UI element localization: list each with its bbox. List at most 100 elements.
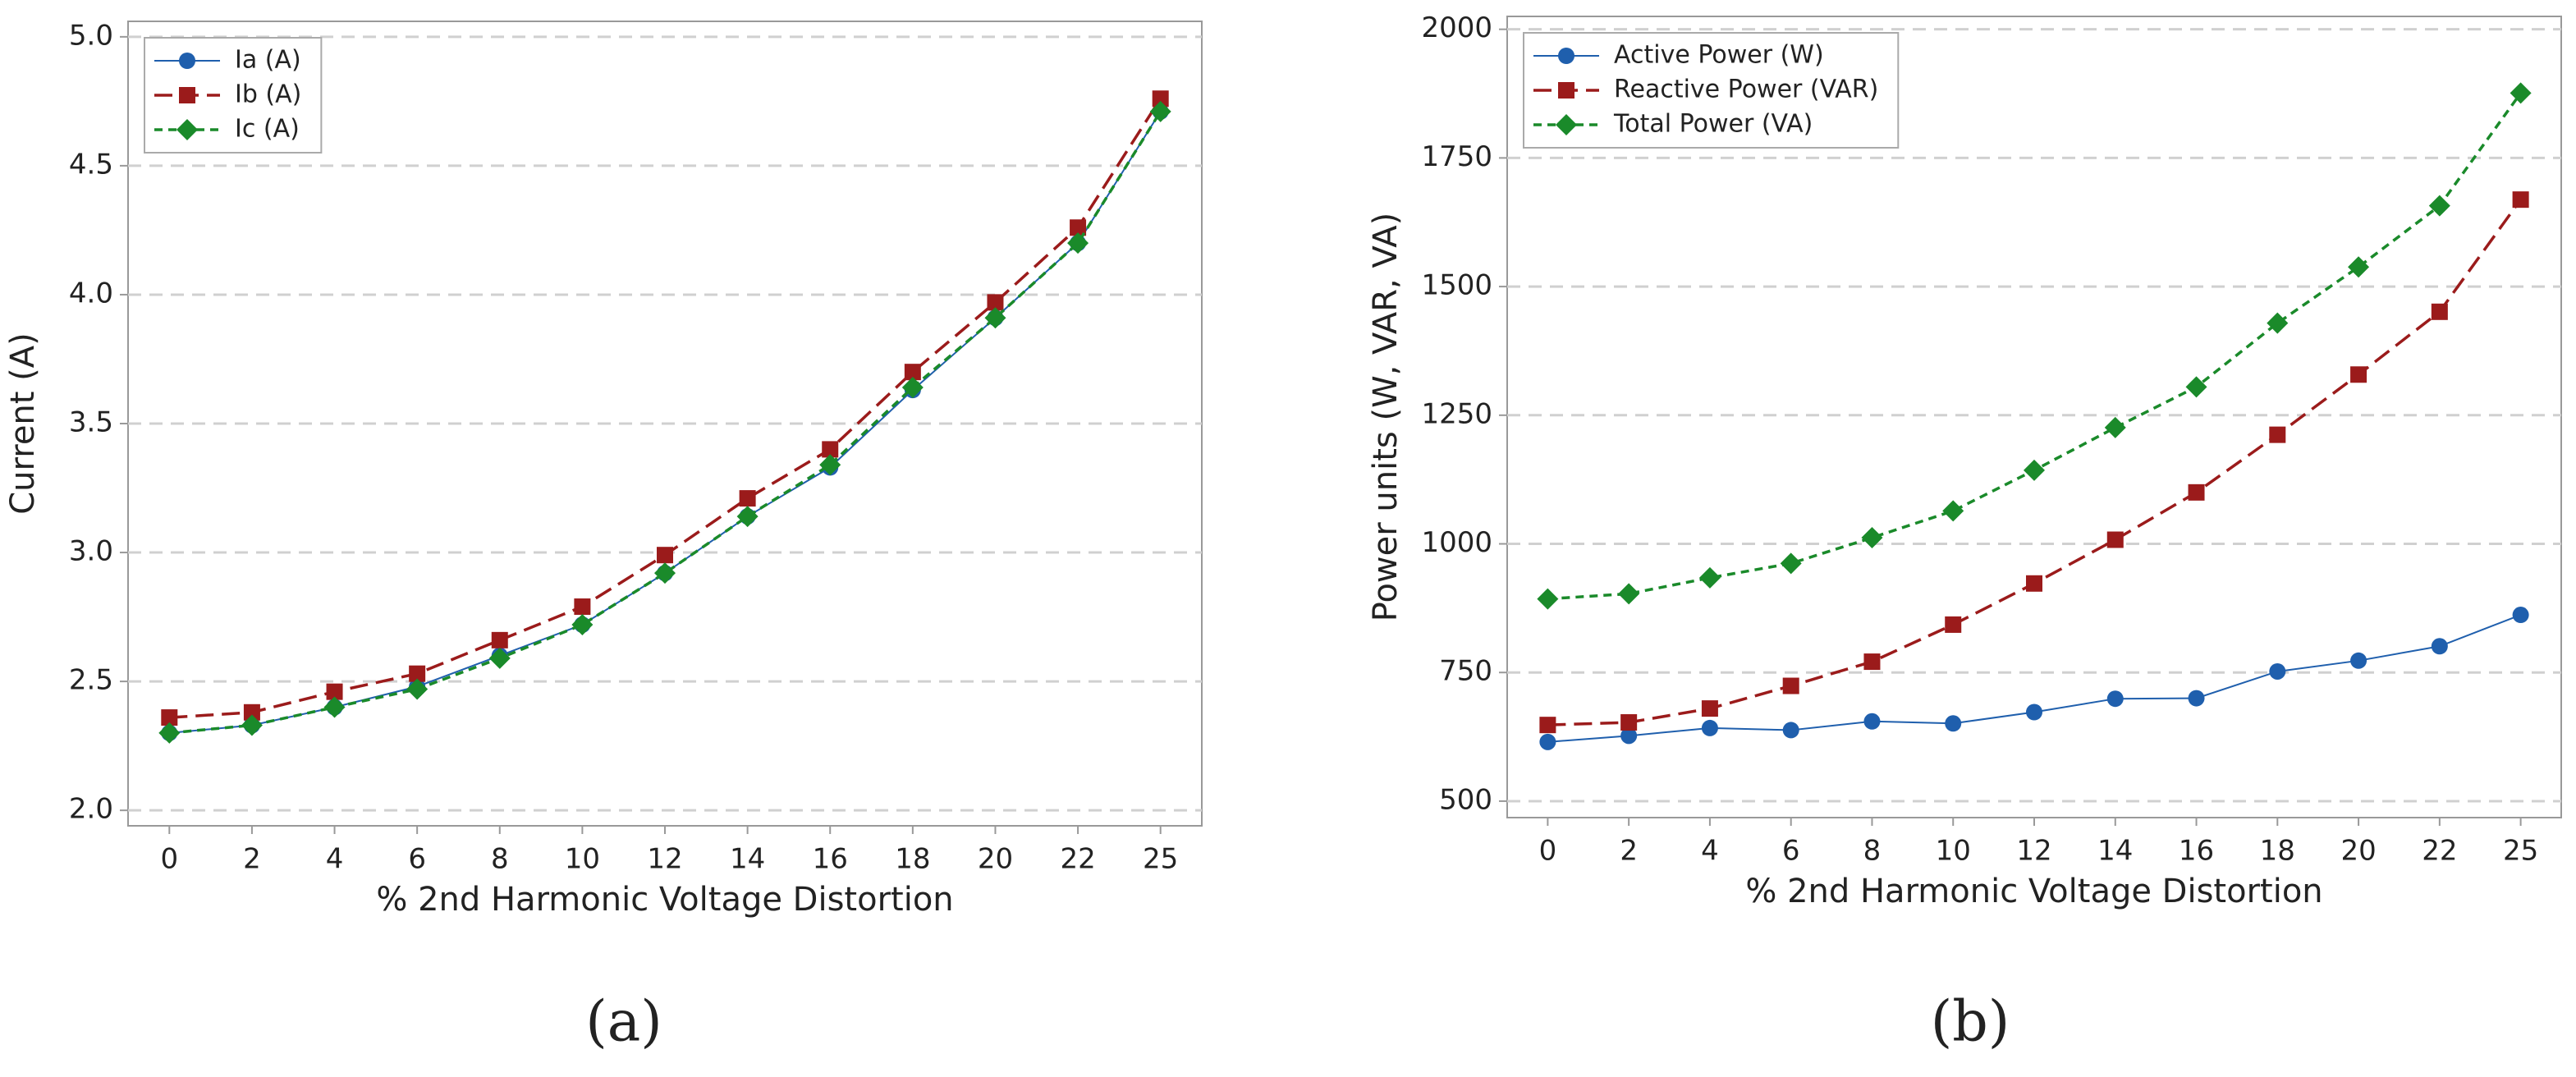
chart: 500 750 1000 1250 1500 1750 2000 0 2 4 6 8 10 12 14 16 1… (1367, 11, 2562, 1055)
marker (1861, 526, 1883, 548)
legend-label: Active Power (W) (1614, 41, 1824, 70)
marker (2512, 607, 2529, 624)
x-tick-label: 8 (1863, 835, 1882, 868)
y-tick-label: 1750 (1421, 140, 1492, 173)
marker (571, 614, 594, 635)
marker (2188, 690, 2205, 707)
x-tick-label: 20 (2340, 835, 2376, 868)
x-tick-label: 12 (647, 843, 682, 876)
marker (2106, 690, 2124, 708)
series-line (1547, 614, 2521, 743)
x-tick-label: 0 (1539, 835, 1557, 868)
legend: Ia (A) Ib (A) Ic (A) (144, 37, 323, 154)
x-tick-label: 22 (1060, 843, 1095, 876)
marker (2428, 195, 2450, 217)
marker (2269, 426, 2286, 443)
y-axis-label: Current (A) (4, 332, 42, 515)
y-tick-label: 3.5 (69, 406, 113, 439)
legend-label: Ib (A) (235, 80, 301, 109)
marker (1863, 653, 1881, 671)
legend-label: Ic (A) (235, 115, 300, 144)
legend-label: Reactive Power (VAR) (1614, 76, 1878, 104)
marker (904, 364, 921, 381)
panel-label: (a) (585, 990, 662, 1055)
marker (1863, 713, 1881, 730)
marker (819, 454, 841, 476)
x-tick-label: 6 (408, 843, 426, 876)
y-tick-label: 4.5 (69, 148, 113, 181)
marker (179, 87, 195, 103)
x-tick-label: 2 (1620, 835, 1638, 868)
x-tick-label: 10 (565, 843, 600, 876)
marker (736, 506, 759, 528)
legend-label: Ia (A) (235, 46, 301, 75)
y-tick-label: 3.0 (69, 535, 113, 568)
marker (1698, 566, 1721, 589)
legend-box (144, 37, 323, 154)
marker (1701, 700, 1718, 717)
marker (2188, 484, 2205, 501)
marker (2269, 662, 2286, 680)
x-tick-label: 25 (2503, 835, 2538, 868)
panel-label: (b) (1931, 990, 2010, 1055)
marker (1942, 500, 1964, 522)
x-tick-label: 18 (895, 843, 930, 876)
x-tick-label: 20 (978, 843, 1013, 876)
x-tick-label: 10 (1936, 835, 1971, 868)
series-line (169, 98, 1162, 719)
marker (2267, 312, 2289, 334)
y-tick-label: 1250 (1421, 397, 1492, 430)
marker (1945, 715, 1962, 732)
marker (409, 665, 426, 682)
marker (406, 678, 429, 700)
marker (901, 377, 924, 399)
marker (1070, 219, 1087, 236)
marker (2431, 303, 2448, 320)
marker (1539, 717, 1556, 734)
marker (241, 714, 263, 736)
marker (2512, 191, 2529, 209)
marker (1782, 677, 1799, 694)
marker (1701, 719, 1718, 736)
y-axis-label: Power units (W, VAR, VA) (1367, 213, 1405, 621)
x-tick-label: 14 (2097, 835, 2133, 868)
marker (2350, 366, 2367, 383)
marker (161, 709, 178, 726)
marker (243, 703, 260, 721)
marker (1618, 583, 1640, 605)
x-tick-label: 22 (2422, 835, 2457, 868)
marker (1620, 714, 1638, 731)
x-tick-label: 16 (813, 843, 848, 876)
y-tick-label: 1500 (1421, 269, 1492, 302)
x-tick-label: 12 (2016, 835, 2051, 868)
x-axis-label: % 2nd Harmonic Voltage Distortion (376, 881, 953, 919)
marker (179, 53, 195, 69)
series-line (1547, 92, 2523, 601)
x-tick-label: 6 (1782, 835, 1800, 868)
marker (2026, 575, 2042, 592)
y-tick-label: 2.0 (69, 793, 113, 826)
marker (1620, 727, 1638, 745)
y-tick-label: 500 (1439, 783, 1492, 816)
marker (491, 631, 508, 648)
x-tick-label: 4 (1701, 835, 1719, 868)
marker (1537, 588, 1559, 610)
x-tick-label: 25 (1143, 843, 1178, 876)
x-tick-label: 2 (243, 843, 261, 876)
marker (987, 294, 1004, 311)
y-tick-label: 4.0 (69, 277, 113, 309)
marker (1152, 90, 1169, 108)
marker (2510, 82, 2532, 104)
x-tick-label: 0 (160, 843, 178, 876)
marker (2350, 652, 2367, 669)
marker (657, 547, 673, 564)
marker (654, 562, 676, 584)
marker (1149, 100, 1171, 122)
marker (2431, 638, 2448, 655)
x-axis-label: % 2nd Harmonic Voltage Distortion (1745, 873, 2322, 910)
series-line (169, 111, 1162, 734)
marker (739, 490, 756, 507)
marker (158, 722, 181, 744)
marker (2185, 376, 2207, 398)
marker (1558, 82, 1574, 99)
